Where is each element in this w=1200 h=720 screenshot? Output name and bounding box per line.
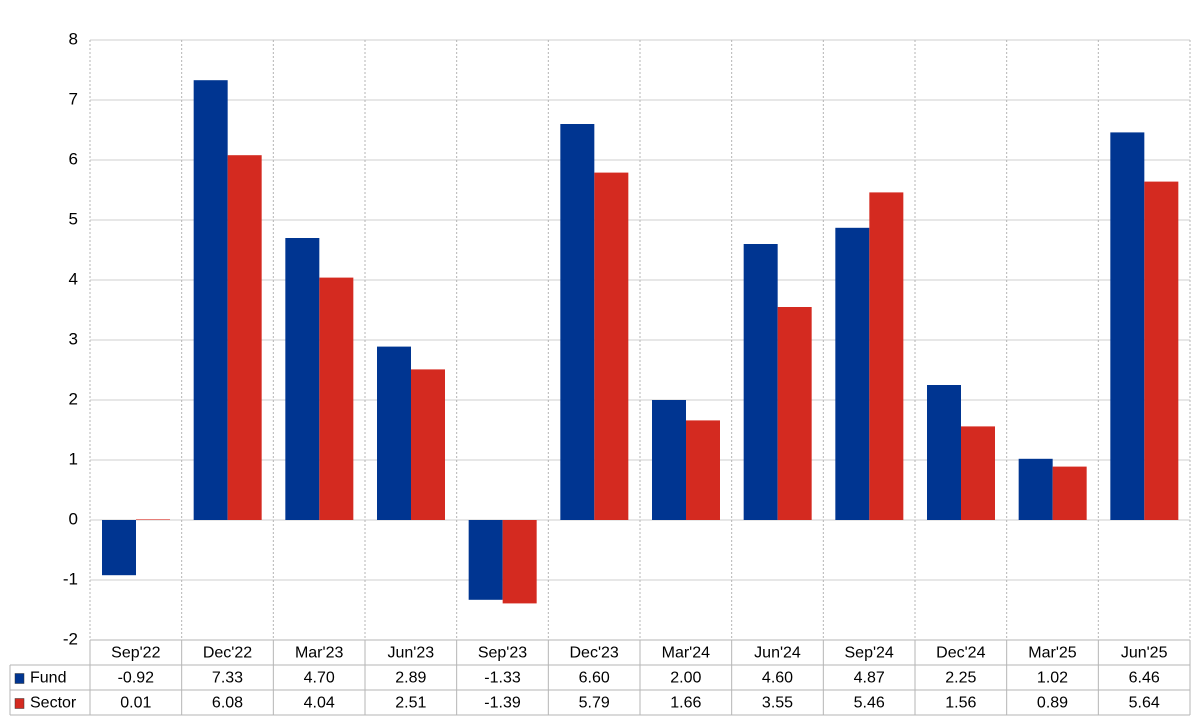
y-tick-label: 5 bbox=[69, 209, 78, 228]
y-tick-label: 6 bbox=[69, 149, 78, 168]
bar bbox=[136, 519, 170, 520]
table-value: 4.60 bbox=[762, 670, 793, 687]
bar bbox=[193, 80, 228, 520]
table-value: 0.01 bbox=[120, 695, 151, 712]
bar bbox=[869, 192, 904, 520]
y-tick-label: 8 bbox=[69, 29, 78, 48]
x-tick-label: Jun'25 bbox=[1121, 645, 1168, 662]
bar bbox=[319, 277, 354, 520]
x-tick-label: Mar'23 bbox=[295, 645, 344, 662]
bar bbox=[1052, 466, 1087, 520]
table-value: -1.33 bbox=[484, 670, 521, 687]
bar bbox=[285, 238, 320, 520]
x-tick-label: Mar'25 bbox=[1028, 645, 1077, 662]
bar bbox=[961, 426, 995, 520]
table-value: 7.33 bbox=[212, 670, 243, 687]
y-tick-label: -2 bbox=[63, 629, 78, 648]
table-value: 4.04 bbox=[304, 695, 335, 712]
table-value: -1.39 bbox=[484, 695, 521, 712]
table-value: 5.79 bbox=[579, 695, 610, 712]
bar bbox=[377, 346, 411, 520]
y-tick-label: 4 bbox=[69, 269, 78, 288]
bar bbox=[1110, 132, 1145, 520]
y-tick-label: 7 bbox=[69, 89, 78, 108]
table-value: 5.64 bbox=[1129, 695, 1160, 712]
table-value: 3.55 bbox=[762, 695, 793, 712]
table-value: 2.25 bbox=[945, 670, 976, 687]
bar bbox=[502, 520, 537, 604]
legend-swatch bbox=[14, 673, 25, 684]
bar bbox=[1144, 181, 1179, 520]
y-tick-label: -1 bbox=[63, 569, 78, 588]
x-tick-label: Dec'23 bbox=[570, 645, 619, 662]
bar bbox=[468, 520, 503, 600]
bar bbox=[927, 385, 961, 520]
y-tick-label: 2 bbox=[69, 389, 78, 408]
legend-label: Fund bbox=[30, 670, 66, 687]
y-tick-label: 0 bbox=[69, 509, 78, 528]
x-tick-label: Sep'24 bbox=[845, 645, 894, 662]
x-tick-label: Jun'24 bbox=[754, 645, 801, 662]
table-value: 4.87 bbox=[854, 670, 885, 687]
table-value: 1.66 bbox=[670, 695, 701, 712]
table-value: 6.08 bbox=[212, 695, 243, 712]
bar bbox=[777, 307, 812, 520]
legend-label: Sector bbox=[30, 695, 77, 712]
table-value: 1.56 bbox=[945, 695, 976, 712]
table-value: 2.51 bbox=[395, 695, 426, 712]
bar bbox=[743, 244, 778, 520]
bar bbox=[227, 155, 262, 520]
table-value: 2.89 bbox=[395, 670, 426, 687]
table-value: 6.60 bbox=[579, 670, 610, 687]
bar bbox=[686, 420, 720, 520]
x-tick-label: Mar'24 bbox=[662, 645, 711, 662]
x-tick-label: Dec'24 bbox=[936, 645, 985, 662]
x-tick-label: Sep'23 bbox=[478, 645, 527, 662]
table-value: 4.70 bbox=[304, 670, 335, 687]
table-value: -0.92 bbox=[118, 670, 155, 687]
y-tick-label: 1 bbox=[69, 449, 78, 468]
table-value: 5.46 bbox=[854, 695, 885, 712]
bar bbox=[594, 172, 629, 520]
x-tick-label: Dec'22 bbox=[203, 645, 252, 662]
bar bbox=[652, 400, 686, 520]
x-tick-label: Jun'23 bbox=[388, 645, 435, 662]
bar bbox=[102, 520, 136, 576]
bar bbox=[835, 227, 870, 521]
legend-swatch bbox=[14, 698, 25, 709]
y-tick-label: 3 bbox=[69, 329, 78, 348]
table-value: 6.46 bbox=[1129, 670, 1160, 687]
table-value: 1.02 bbox=[1037, 670, 1068, 687]
table-value: 0.89 bbox=[1037, 695, 1068, 712]
bar bbox=[411, 369, 445, 520]
table-value: 2.00 bbox=[670, 670, 701, 687]
bar bbox=[1018, 458, 1053, 520]
x-tick-label: Sep'22 bbox=[111, 645, 160, 662]
bar bbox=[560, 124, 595, 520]
